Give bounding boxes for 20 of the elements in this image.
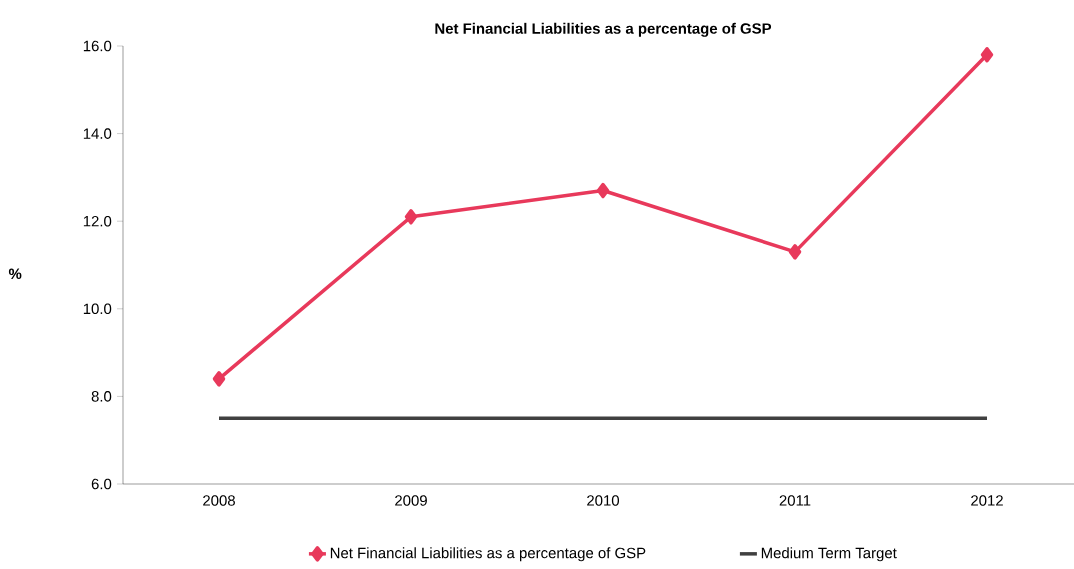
y-tick-label: 16.0 <box>83 40 112 52</box>
y-tick-label: 10.0 <box>83 303 112 315</box>
x-tick-label: 2010 <box>587 495 620 506</box>
point <box>788 244 802 260</box>
x-tick-label: 2011 <box>779 495 811 506</box>
x-tick-label: 2008 <box>203 495 235 506</box>
x-tick-label: 2012 <box>971 495 1003 506</box>
y-tick-label: 14.0 <box>83 128 112 139</box>
legend-label: Medium Term Target <box>761 547 897 562</box>
point <box>980 47 994 63</box>
chart-title: Net Financial Liabilities as a percentage of GSP <box>435 22 772 37</box>
y-tick-label: 8.0 <box>91 391 112 402</box>
legend-label: Net Financial Liabilities as a percentage of GSP <box>330 547 646 562</box>
x-tick-label: 2009 <box>395 495 427 506</box>
point <box>212 371 226 387</box>
y-tick-label: 6.0 <box>91 478 112 490</box>
point <box>596 182 610 199</box>
y-tick-label: 12.0 <box>83 215 112 227</box>
y-axis-title: % <box>8 268 22 280</box>
point <box>404 209 418 225</box>
